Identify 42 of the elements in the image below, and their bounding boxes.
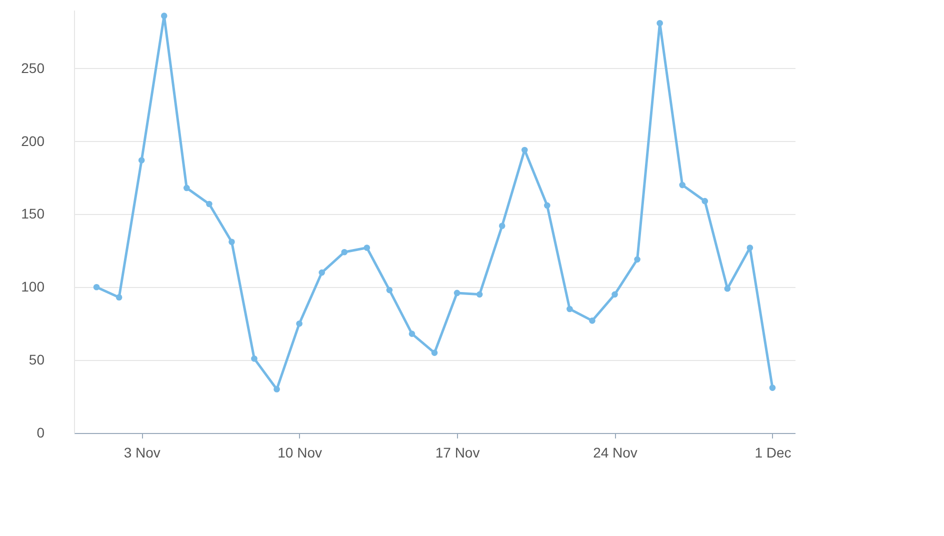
point (431, 350, 438, 356)
point (341, 248, 348, 256)
point (116, 294, 122, 301)
y-tick-label: 150 (21, 206, 45, 222)
point (724, 285, 731, 292)
point (138, 157, 145, 164)
point (408, 330, 416, 337)
point (521, 146, 528, 154)
point (746, 244, 754, 251)
point (364, 244, 370, 251)
point (498, 222, 506, 230)
y-tick-label: 0 (36, 424, 45, 440)
x-tick-label: 10 Nov (278, 444, 322, 460)
point (702, 198, 708, 204)
point (183, 184, 190, 192)
y-tick-label: 100 (21, 278, 45, 295)
x-tick-label: 1 Dec (754, 444, 792, 460)
point (589, 318, 596, 324)
point (612, 291, 618, 298)
point (274, 386, 280, 392)
point (296, 320, 302, 327)
point (318, 269, 326, 276)
y-tick-label: 250 (21, 60, 45, 76)
x-tick-label: 17 Nov (435, 444, 480, 460)
point (679, 182, 686, 188)
point (228, 238, 235, 246)
point (93, 284, 100, 290)
point (386, 286, 393, 294)
point (251, 355, 258, 362)
x-tick-label: 24 Nov (593, 444, 638, 460)
point (476, 291, 483, 298)
point (206, 200, 212, 208)
point (656, 20, 663, 26)
point (634, 256, 640, 263)
point (769, 384, 776, 391)
point (566, 306, 573, 312)
y-tick-label: 50 (28, 352, 45, 368)
point (544, 202, 550, 209)
x-tick-label: 3 Nov (124, 444, 160, 460)
y-tick-label: 200 (21, 132, 45, 149)
point (454, 290, 460, 296)
point (160, 12, 168, 19)
